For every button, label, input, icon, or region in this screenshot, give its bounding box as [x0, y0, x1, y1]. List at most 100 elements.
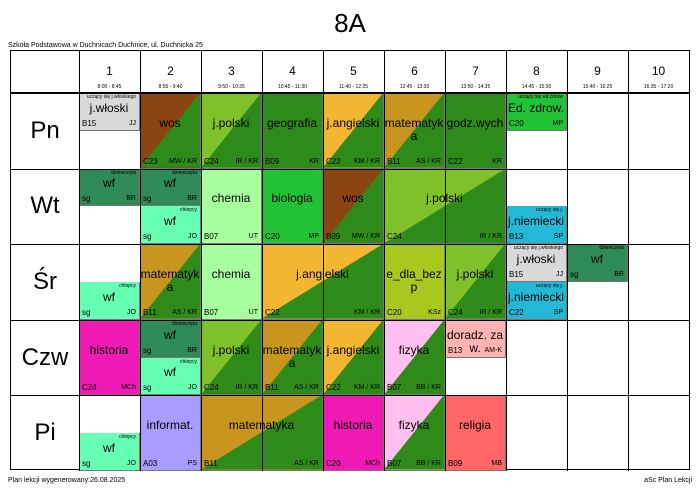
lesson-room: B11	[204, 458, 218, 468]
lesson-subject: fizyka	[398, 418, 430, 433]
grid-col-line	[506, 51, 507, 471]
lesson-teacher: MW / KR	[352, 233, 380, 241]
lesson-group: uczący się ed.zdrow	[517, 94, 563, 100]
lesson-diagonal	[201, 319, 261, 395]
lesson-cell[interactable]: dziewczęta wf sg BR	[567, 244, 628, 282]
grid-row-line	[11, 319, 689, 321]
lesson-cell[interactable]: uczący się ed.zdrow Ed. zdrow. C20 MP	[506, 93, 567, 131]
lesson-cell[interactable]: dziewczęta wf sg BR	[140, 319, 201, 358]
lesson-teacher: AS / KR	[416, 157, 441, 165]
lesson-teacher: IR / KR	[479, 233, 502, 241]
day-label: Pi	[34, 419, 56, 447]
lesson-room: B13	[509, 232, 524, 242]
lesson-cell[interactable]: chemia B07 UT	[201, 168, 262, 245]
lesson-teacher: UT	[248, 308, 258, 316]
lesson-teacher: IR / KR	[235, 384, 258, 392]
lesson-cell[interactable]: matematyka B11 AS / KR	[140, 244, 201, 320]
lesson-room: B15	[82, 118, 97, 128]
period-number: 9	[594, 64, 601, 78]
grid-row-line	[11, 395, 689, 397]
lesson-cell[interactable]: j.polski C24 IR / KR	[445, 244, 506, 320]
lesson-cell[interactable]: matematyka B11 AS / KR	[262, 319, 323, 396]
lesson-teacher: JO	[188, 233, 197, 241]
lesson-teacher: MB	[491, 459, 503, 467]
lesson-cell[interactable]: uczący się j. j.niemiecki C22 SP	[506, 282, 567, 320]
period-number: 10	[651, 64, 666, 78]
lesson-diagonal	[323, 93, 383, 168]
lesson-cell[interactable]: historia C20 MCh	[323, 395, 384, 471]
lesson-subject: j.angielski	[326, 115, 380, 130]
lesson-cell[interactable]: chemia B07 UT	[201, 244, 262, 320]
lesson-subject: matematyka	[384, 115, 444, 143]
lesson-room: sg	[570, 269, 579, 279]
lesson-teacher: BR	[614, 270, 624, 278]
lesson-teacher: BB / KR	[416, 459, 441, 467]
lesson-cell[interactable]: historia C24 MCh	[79, 319, 140, 396]
lesson-room: B11	[387, 156, 401, 166]
lesson-cell[interactable]: fizyka B07 BB / KR	[384, 319, 445, 396]
lesson-teacher: PS	[187, 459, 197, 467]
grid-col-line	[384, 51, 385, 471]
lesson-subject: wf	[591, 252, 603, 267]
lesson-cell[interactable]: religia B09 MB	[445, 395, 506, 471]
lesson-group: chłopcy	[180, 207, 197, 214]
lesson-subject: wf	[103, 176, 115, 191]
lesson-room: A03	[143, 458, 158, 468]
lesson-cell[interactable]: wos C23 MW / KR	[140, 93, 201, 169]
lesson-subject: wos	[342, 191, 364, 206]
lesson-cell[interactable]: chłopcy wf sg JO	[79, 282, 140, 320]
day-label: Śr	[33, 268, 57, 295]
lesson-cell[interactable]: matematyka B11 AS / KR	[384, 93, 445, 169]
lesson-room: B11	[265, 383, 279, 393]
lesson-cell[interactable]: chłopcy wf sg JO	[140, 206, 201, 245]
period-time: 14:45 - 15:30	[521, 84, 552, 90]
lesson-cell[interactable]: j.angielski C22 KM / KR	[323, 319, 384, 396]
lesson-cell[interactable]: j.angielski C22 KM / KR	[323, 93, 384, 169]
lesson-room: C22	[448, 156, 463, 166]
lesson-subject: wf	[103, 289, 115, 304]
lesson-cell[interactable]: geografia B09 KR	[262, 93, 323, 169]
lesson-cell[interactable]: biologia C20 MP	[262, 168, 323, 245]
grid-row-line	[11, 244, 689, 246]
lesson-cell[interactable]: j.polski C24 IR / KR	[201, 93, 262, 169]
lesson-teacher: MCh	[121, 384, 136, 392]
lesson-teacher: UT	[248, 233, 258, 241]
lesson-cell[interactable]: j.polski C24 IR / KR	[201, 319, 262, 396]
lesson-room: B11	[143, 307, 157, 317]
period-time: 8:00 - 8:45	[97, 84, 122, 90]
lesson-subject: Ed. zdrow.	[507, 100, 565, 115]
lesson-subject: matematyka	[140, 266, 200, 294]
lesson-cell[interactable]: uczący się j.włoskiego j.włoski B15 JJ	[79, 93, 140, 131]
lesson-subject: j.angielski	[326, 342, 380, 357]
lesson-subject: j.niemiecki	[507, 289, 564, 304]
lesson-room: B07	[387, 458, 402, 468]
lesson-teacher: SP	[553, 308, 563, 316]
lesson-teacher: MP	[552, 119, 564, 127]
lesson-cell[interactable]: uczący się j. j.niemiecki B13 SP	[506, 206, 567, 245]
lesson-room: C24	[82, 383, 97, 393]
lesson-cell[interactable]: dziewczęta wf sg BR	[79, 168, 140, 207]
lesson-cell[interactable]: chłopcy wf sg JO	[140, 357, 201, 396]
lesson-cell[interactable]: chłopcy wf sg JO	[79, 433, 140, 471]
lesson-cell[interactable]: doradz. zaw. B13 AM-K	[445, 319, 506, 358]
lesson-teacher: BB / KR	[416, 384, 441, 392]
period-time: 12:45 - 13:30	[399, 84, 430, 90]
lesson-cell[interactable]: wos B09 MW / KR	[323, 168, 384, 245]
lesson-cell[interactable]: godz.wych C22 KR	[445, 93, 506, 169]
lesson-subject: chemia	[211, 191, 251, 206]
lesson-teacher: BR	[126, 195, 136, 203]
lesson-diagonal	[445, 244, 505, 319]
lesson-cell[interactable]: informat. A03 PS	[140, 395, 201, 471]
lesson-cell[interactable]: uczący się j.włoskiego j.włoski B15 JJ	[506, 244, 567, 282]
lesson-teacher: KR	[309, 157, 319, 165]
lesson-subject: fizyka	[398, 342, 430, 357]
lesson-room: sg	[82, 307, 91, 317]
period-time: 8:55 - 9:40	[158, 84, 183, 90]
lesson-cell[interactable]: fizyka B07 BB / KR	[384, 395, 445, 471]
lesson-cell[interactable]: dziewczęta wf sg BR	[140, 168, 201, 207]
lesson-subject: biologia	[271, 191, 313, 206]
lesson-room: C24	[387, 232, 402, 242]
lesson-room: C23	[143, 156, 158, 166]
lesson-cell[interactable]: e_dla_bezp C20 KSz	[384, 244, 445, 320]
lesson-diagonal	[384, 395, 444, 470]
